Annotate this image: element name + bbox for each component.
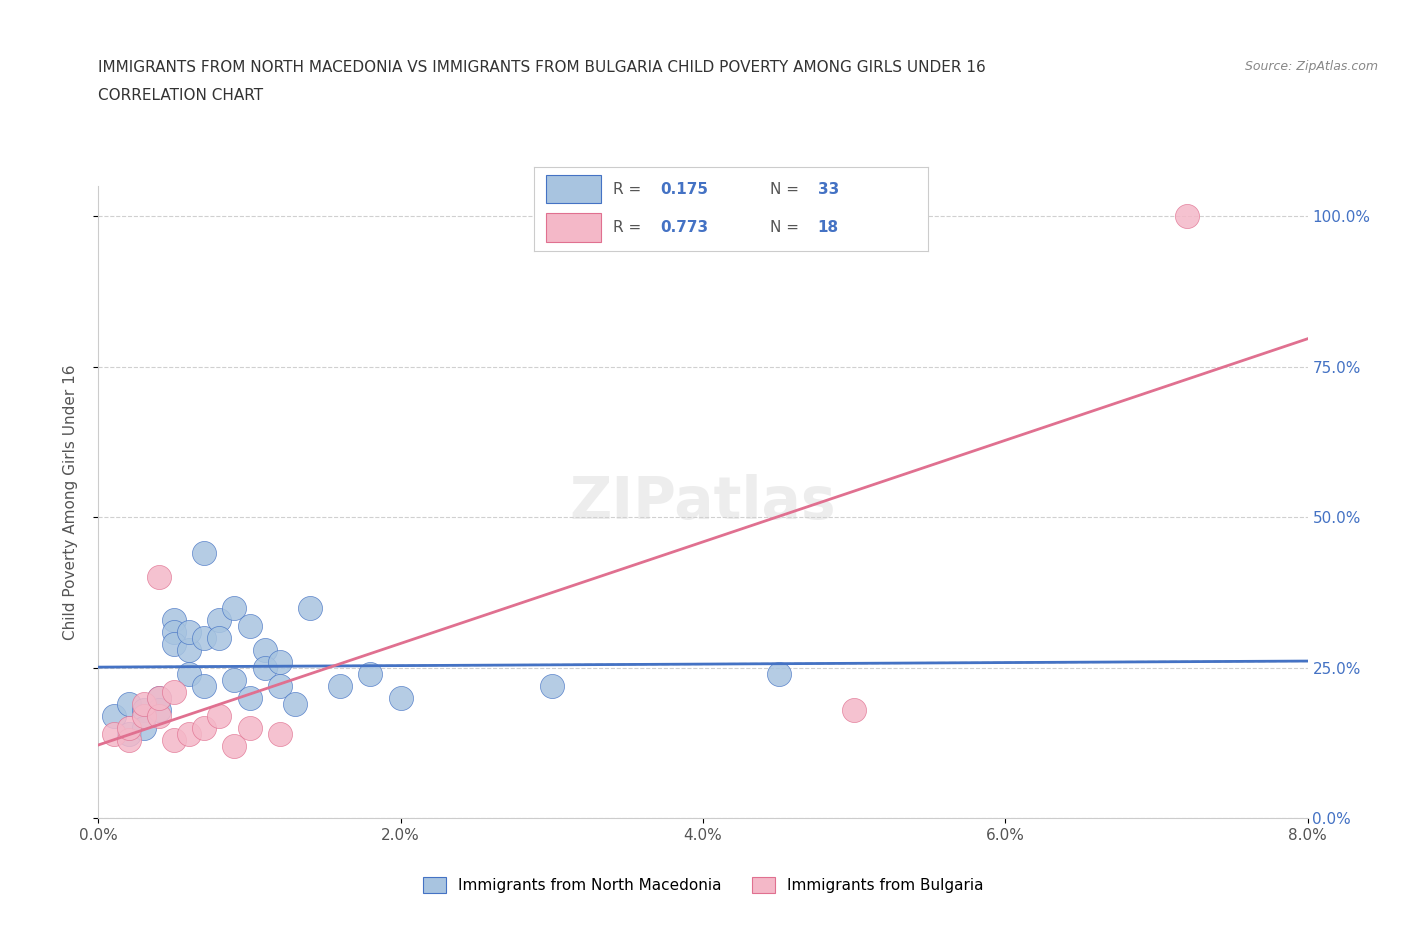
Point [132,709,155,724]
Text: N =: N = [770,181,804,196]
Text: N =: N = [770,220,804,235]
Point [179,726,201,741]
FancyBboxPatch shape [546,175,602,204]
Point [193,546,215,561]
Text: 0.175: 0.175 [661,181,709,196]
Point [299,600,322,615]
Point [239,721,262,736]
Point [253,660,276,675]
Point [148,690,170,705]
Point [163,612,186,627]
Point [269,655,291,670]
Text: 18: 18 [818,220,839,235]
Point [148,570,170,585]
Point [1175,208,1198,223]
Point [179,667,201,682]
Point [193,679,215,694]
Point [148,709,170,724]
Point [163,636,186,651]
Point [118,733,141,748]
Point [284,697,307,711]
Point [844,702,866,717]
Point [132,721,155,736]
Point [118,726,141,741]
Text: IMMIGRANTS FROM NORTH MACEDONIA VS IMMIGRANTS FROM BULGARIA CHILD POVERTY AMONG : IMMIGRANTS FROM NORTH MACEDONIA VS IMMIG… [98,60,986,75]
Point [103,709,125,724]
Text: R =: R = [613,181,647,196]
Point [224,672,246,687]
Point [239,618,262,633]
Point [118,721,141,736]
Text: CORRELATION CHART: CORRELATION CHART [98,88,263,103]
Point [132,697,155,711]
Point [193,721,215,736]
Point [224,738,246,753]
Point [768,667,790,682]
Point [253,643,276,658]
Point [239,690,262,705]
Point [148,690,170,705]
Text: ZIPatlas: ZIPatlas [569,473,837,531]
Text: 33: 33 [818,181,839,196]
Point [118,697,141,711]
Point [208,612,231,627]
Point [163,684,186,699]
Point [224,600,246,615]
Point [193,631,215,645]
Point [208,709,231,724]
Point [179,643,201,658]
Point [163,733,186,748]
Text: R =: R = [613,220,647,235]
Point [148,702,170,717]
Point [103,726,125,741]
Point [208,631,231,645]
Point [179,624,201,639]
Point [163,624,186,639]
FancyBboxPatch shape [546,214,602,242]
Legend: Immigrants from North Macedonia, Immigrants from Bulgaria: Immigrants from North Macedonia, Immigra… [416,871,990,899]
Y-axis label: Child Poverty Among Girls Under 16: Child Poverty Among Girls Under 16 [63,365,77,640]
Text: 0.773: 0.773 [661,220,709,235]
Point [389,690,412,705]
Point [132,702,155,717]
Text: Source: ZipAtlas.com: Source: ZipAtlas.com [1244,60,1378,73]
Point [360,667,382,682]
Point [329,679,352,694]
Point [269,726,291,741]
Point [541,679,564,694]
Point [269,679,291,694]
